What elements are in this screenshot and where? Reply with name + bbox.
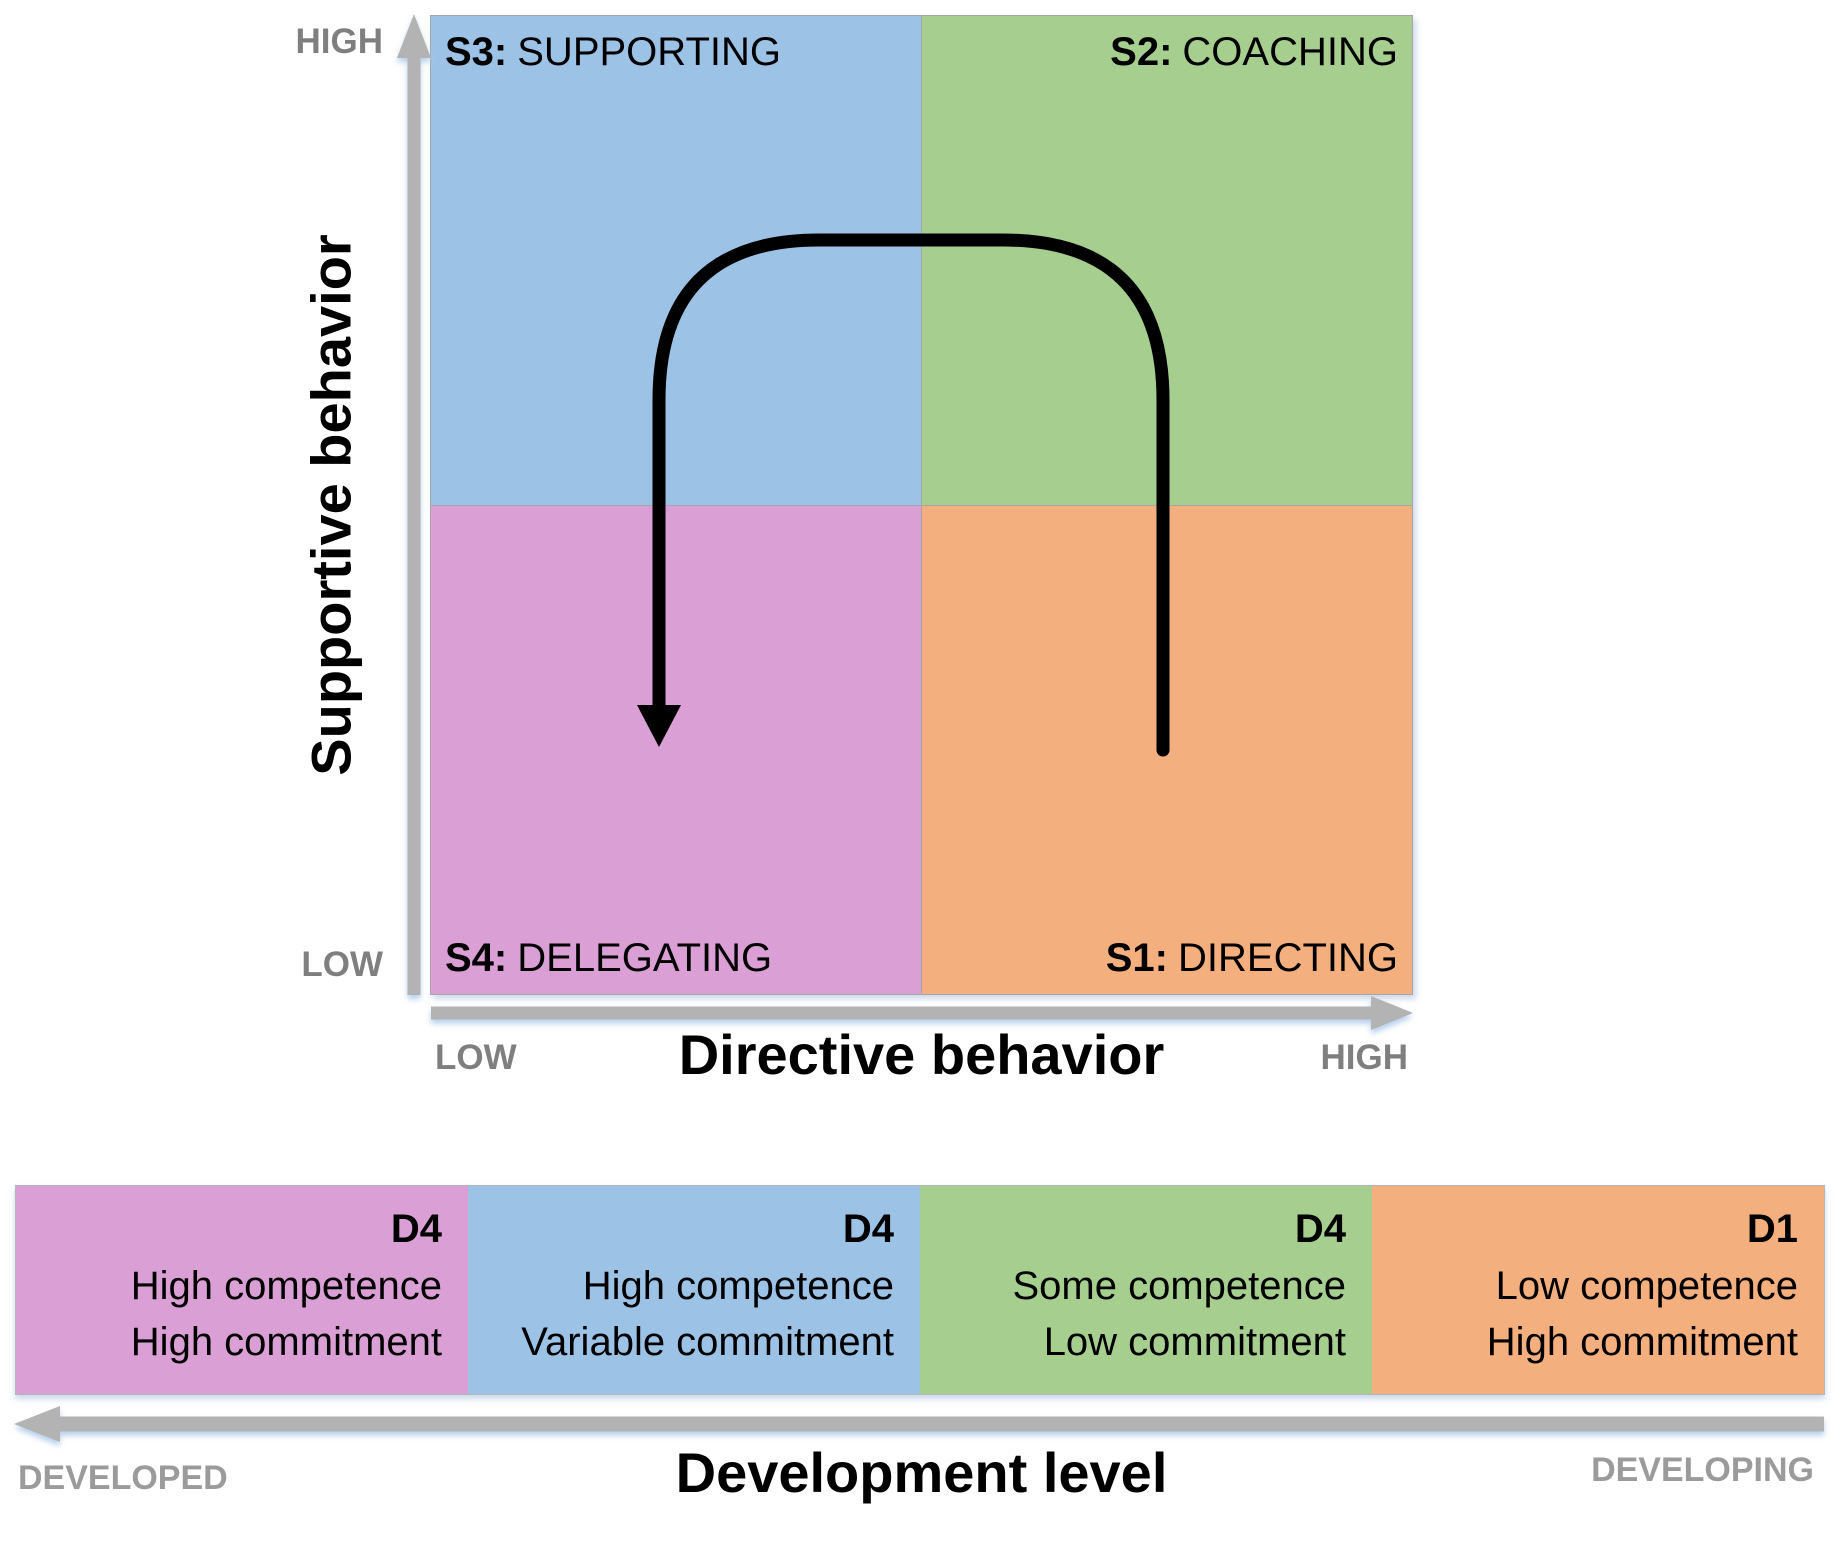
- development-level-strip: D4 High competence High commitment D4 Hi…: [15, 1185, 1825, 1395]
- y-axis-arrow: [397, 14, 431, 995]
- quadrant-s1-name: DIRECTING: [1178, 936, 1398, 980]
- x-axis-low-label: LOW: [435, 1038, 517, 1077]
- quadrant-s4-prefix: S4:: [445, 936, 508, 980]
- x-axis-high-label: HIGH: [1320, 1038, 1409, 1077]
- d-box-line2: Variable commitment: [521, 1320, 894, 1364]
- d-box-title: D1: [1746, 1207, 1798, 1251]
- d-box-d1-developing: D1 Low competence High commitment: [1372, 1186, 1824, 1394]
- quadrant-s4-delegating: S4: DELEGATING: [431, 505, 921, 994]
- quadrant-s2-name: COACHING: [1182, 30, 1398, 74]
- development-developed-label: DEVELOPED: [18, 1459, 228, 1497]
- d-box-title: D4: [390, 1207, 442, 1251]
- quadrant-s1-directing: S1: DIRECTING: [922, 505, 1412, 994]
- quadrant-s4-label: S4: DELEGATING: [445, 934, 772, 982]
- x-axis-title: Directive behavior: [678, 1023, 1165, 1086]
- quadrant-s3-name: SUPPORTING: [517, 30, 781, 74]
- quadrant-s2-prefix: S2:: [1110, 30, 1173, 74]
- d-box-line2: High commitment: [1486, 1320, 1798, 1364]
- d-box-d4-variable: D4 High competence Variable commitment: [468, 1186, 920, 1394]
- y-axis-title: Supportive behavior: [299, 234, 363, 776]
- quadrant-s3-prefix: S3:: [445, 30, 508, 74]
- development-developing-label: DEVELOPING: [1591, 1451, 1814, 1489]
- quadrant-s1-prefix: S1:: [1105, 936, 1168, 980]
- y-axis-high-label: HIGH: [295, 22, 384, 61]
- d-box-line1: Low competence: [1495, 1264, 1798, 1308]
- development-axis-arrow: [14, 1406, 1824, 1442]
- development-axis-title: Development level: [675, 1441, 1168, 1504]
- y-axis-low-label: LOW: [301, 945, 383, 984]
- behavior-matrix: S3: SUPPORTING S2: COACHING S4: DELEGATING …: [430, 15, 1413, 995]
- d-box-title: D4: [1294, 1207, 1346, 1251]
- quadrant-s3-label: S3: SUPPORTING: [445, 28, 781, 76]
- quadrant-s1-label: S1: DIRECTING: [1106, 934, 1398, 982]
- quadrant-s4-name: DELEGATING: [517, 936, 773, 980]
- quadrant-s2-label: S2: COACHING: [1110, 28, 1398, 76]
- d-box-line1: Some competence: [1012, 1264, 1346, 1308]
- d-box-line2: High commitment: [130, 1320, 442, 1364]
- d-box-d4-developed: D4 High competence High commitment: [16, 1186, 468, 1394]
- quadrant-s2-coaching: S2: COACHING: [922, 16, 1412, 505]
- d-box-d4-some: D4 Some competence Low commitment: [920, 1186, 1372, 1394]
- d-box-title: D4: [842, 1207, 894, 1251]
- d-box-line1: High competence: [130, 1264, 442, 1308]
- quadrant-s3-supporting: S3: SUPPORTING: [431, 16, 921, 505]
- d-box-line2: Low commitment: [1043, 1320, 1346, 1364]
- d-box-line1: High competence: [582, 1264, 894, 1308]
